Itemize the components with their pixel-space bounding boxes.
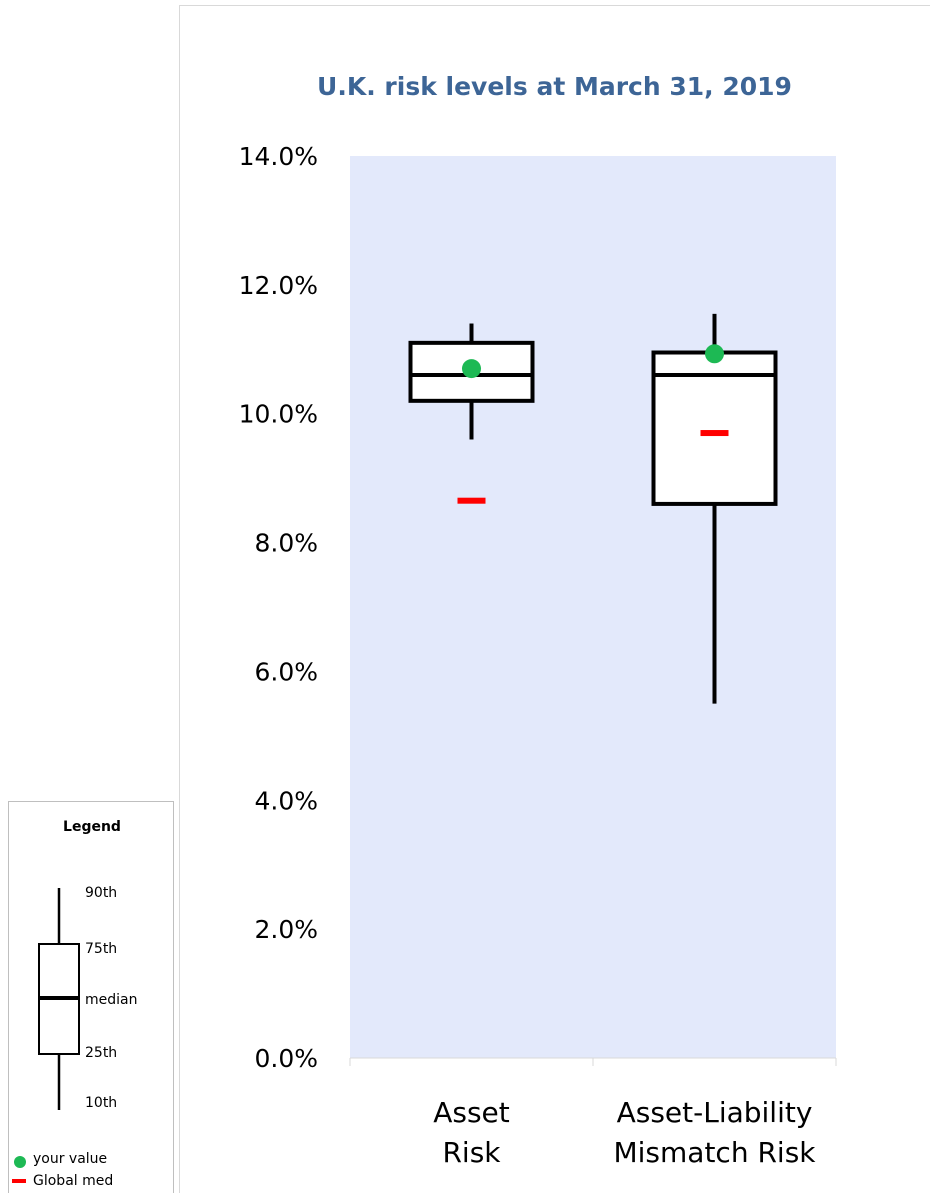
chart-title: U.K. risk levels at March 31, 2019	[317, 72, 792, 101]
legend-global-med-marker	[12, 1179, 26, 1183]
legend-label-10th: 10th	[85, 1095, 118, 1111]
legend-title: Legend	[63, 819, 121, 835]
y-tick-label: 2.0%	[254, 915, 318, 944]
legend-label-your-value: your value	[33, 1151, 108, 1167]
legend-your-value-marker	[14, 1156, 26, 1168]
legend-box-diagram	[12, 888, 80, 1183]
plot-background	[350, 156, 836, 1058]
y-tick-label: 12.0%	[239, 271, 318, 300]
legend-label-90th: 90th	[85, 885, 118, 901]
legend: Legend 90th 75th median 25th 10th your v…	[8, 801, 174, 1193]
y-tick-label: 10.0%	[239, 400, 318, 429]
y-tick-label: 14.0%	[239, 142, 318, 171]
y-tick-label: 0.0%	[254, 1044, 318, 1073]
y-tick-label: 8.0%	[254, 529, 318, 558]
y-tick-label: 6.0%	[254, 657, 318, 686]
x-category-label: Risk	[442, 1136, 501, 1169]
your-value-marker	[705, 344, 724, 364]
y-tick-label: 4.0%	[254, 786, 318, 815]
legend-label-75th: 75th	[85, 941, 118, 957]
legend-label-median: median	[85, 992, 138, 1008]
global-median-marker	[457, 497, 486, 504]
legend-label-global-med: Global med	[33, 1173, 114, 1189]
x-category-label: Asset	[433, 1096, 510, 1129]
your-value-marker	[462, 359, 481, 379]
x-category-label: Mismatch Risk	[613, 1136, 816, 1169]
global-median-marker	[700, 430, 729, 437]
x-category-label: Asset-Liability	[617, 1096, 813, 1129]
box-iqr	[651, 350, 778, 506]
legend-label-25th: 25th	[85, 1045, 118, 1061]
chart-frame	[179, 5, 930, 1193]
